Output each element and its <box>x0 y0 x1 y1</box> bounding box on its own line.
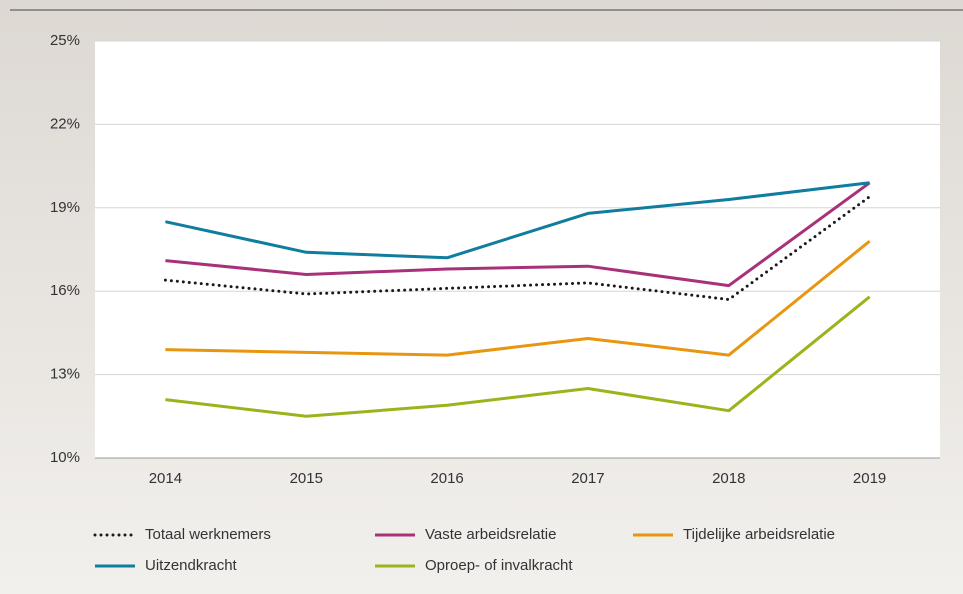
y-tick-label: 22% <box>50 115 80 132</box>
legend-label: Tijdelijke arbeidsrelatie <box>683 526 835 543</box>
plot-area <box>95 41 940 458</box>
series-line <box>165 240 871 357</box>
x-tick-label: 2017 <box>571 470 604 487</box>
series-line <box>165 181 871 288</box>
legend-label: Oproep- of invalkracht <box>425 557 573 574</box>
y-tick-label: 25% <box>50 32 80 49</box>
y-tick-label: 16% <box>50 282 80 299</box>
x-tick-label: 2016 <box>430 470 463 487</box>
x-tick-label: 2014 <box>149 470 182 487</box>
legend-label: Vaste arbeidsrelatie <box>425 526 556 543</box>
y-tick-label: 19% <box>50 199 80 216</box>
series-line <box>165 181 870 260</box>
x-tick-label: 2018 <box>712 470 745 487</box>
y-tick-label: 13% <box>50 366 80 383</box>
x-tick-label: 2019 <box>853 470 886 487</box>
series-line <box>163 195 872 301</box>
x-tick-label: 2015 <box>290 470 323 487</box>
y-tick-label: 10% <box>50 449 80 466</box>
series-line <box>165 295 871 418</box>
legend-label: Uitzendkracht <box>145 557 238 574</box>
legend-label: Totaal werknemers <box>145 526 271 543</box>
